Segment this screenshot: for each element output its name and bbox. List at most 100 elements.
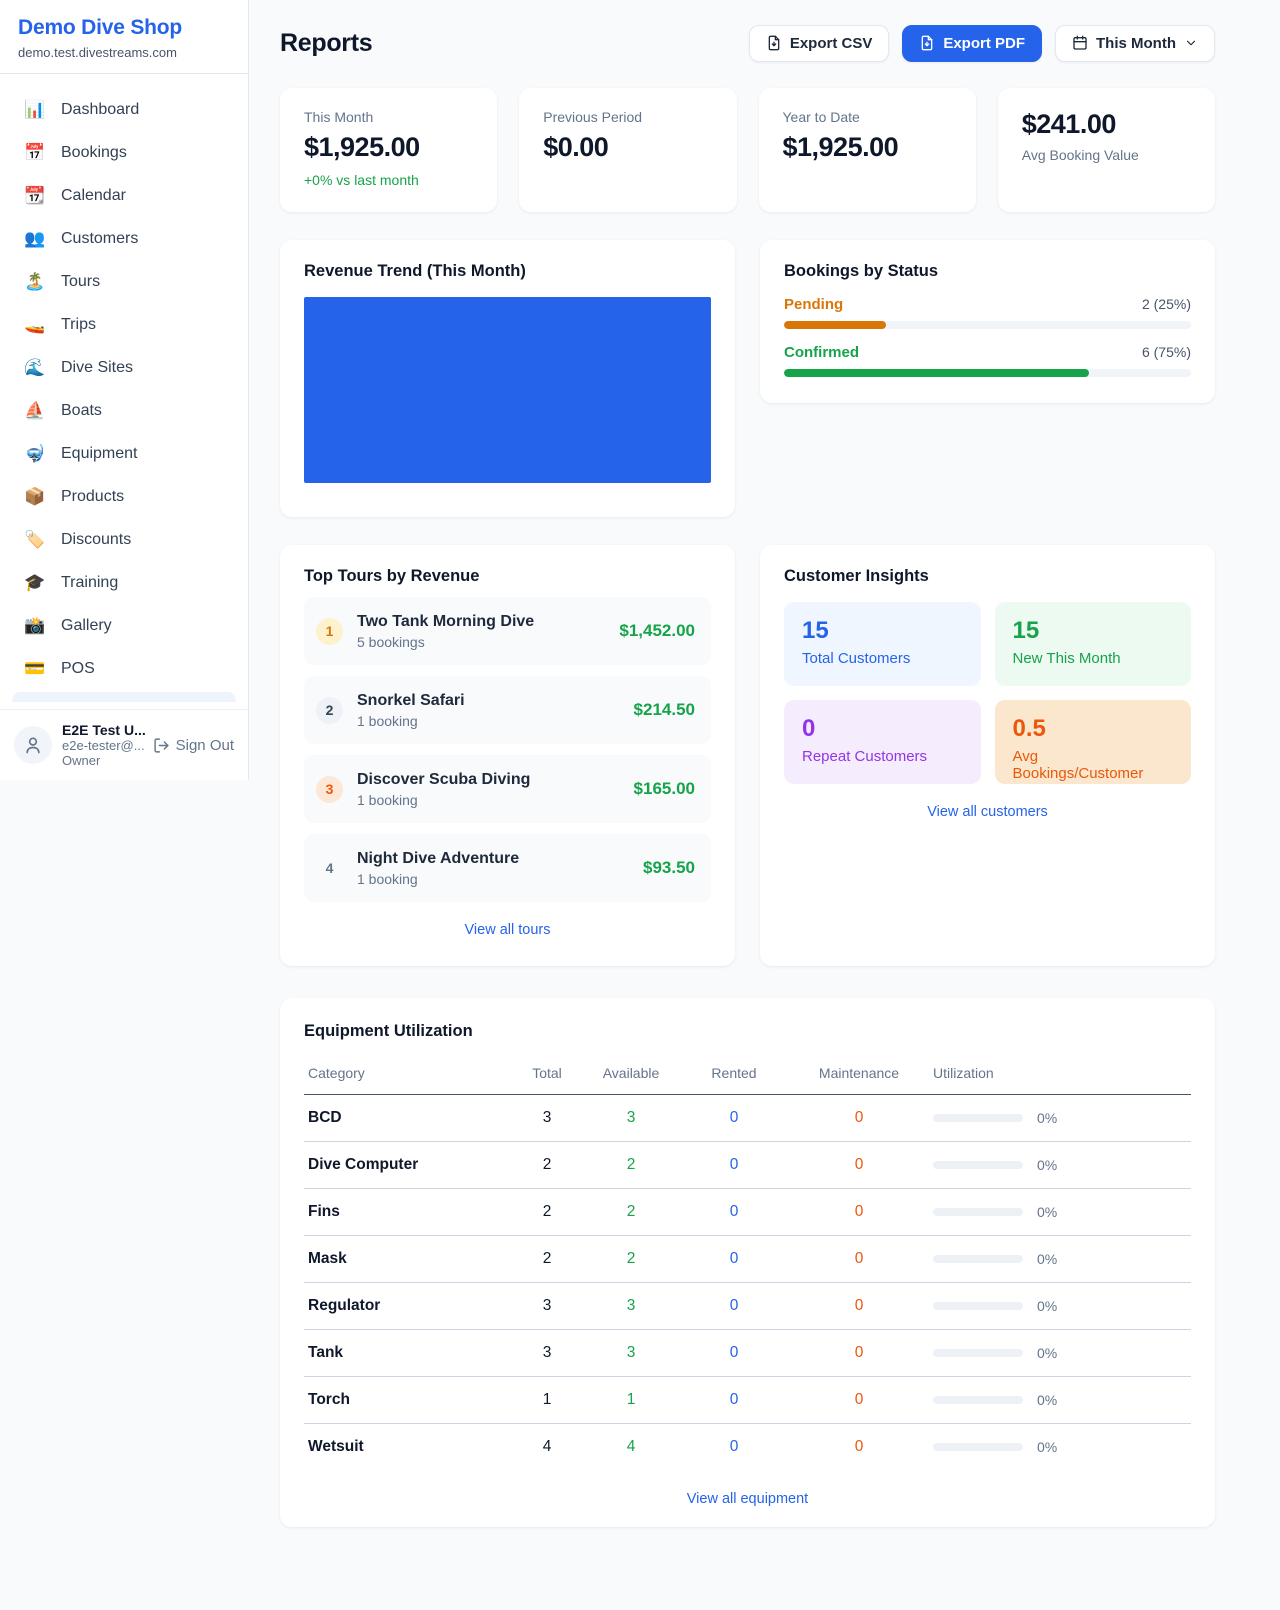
brand: Demo Dive Shop demo.test.divestreams.com [0,0,248,73]
cell-utilization: 0% [929,1282,1191,1330]
cell-utilization: 0% [929,1329,1191,1377]
insight-label: Avg Bookings/Customer [1012,748,1144,782]
cell-category: Fins [304,1188,511,1236]
brand-domain: demo.test.divestreams.com [18,45,177,60]
view-all-customers-link[interactable]: View all customers [927,804,1048,820]
cell-total: 2 [511,1235,583,1283]
sidebar-item-label: Dashboard [61,100,140,118]
status-row-pending: Pending 2 (25%) [784,296,1191,329]
cell-utilization: 0% [929,1141,1191,1189]
tour-list-item: 4 Night Dive Adventure 1 booking $93.50 [304,834,711,902]
stat-value: $241.00 [1021,109,1117,139]
user-role: Owner [62,753,101,768]
stat-value: $0.00 [543,132,609,162]
sidebar-item-dive-sites[interactable]: 🌊 Dive Sites [12,346,236,389]
export-pdf-button[interactable]: Export PDF [902,24,1043,62]
sidebar-item-discounts[interactable]: 🏷️ Discounts [12,518,236,561]
customers-icon: 👥 [24,228,46,248]
period-select[interactable]: This Month [1055,24,1215,62]
sidebar-item-label: POS [61,659,95,677]
tour-bookings: 1 booking [357,870,418,887]
trips-icon: 🚤 [24,314,46,334]
insight-total-customers: 15 Total Customers [784,602,981,686]
utilization-bar [933,1255,1023,1263]
cell-category: Torch [304,1376,511,1424]
rank-badge: 3 [316,775,343,803]
sidebar-item-reports-partial[interactable] [12,692,236,702]
sidebar-item-label: Trips [61,315,96,333]
cell-category: Tank [304,1329,511,1377]
cell-maintenance: 0 [789,1376,929,1424]
sidebar: Demo Dive Shop demo.test.divestreams.com… [0,0,249,780]
status-bar-fill [784,369,1090,377]
revenue-trend-chart [304,297,711,483]
insights-row: Top Tours by Revenue 1 Two Tank Morning … [280,545,1215,966]
sidebar-item-tours[interactable]: 🏝️ Tours [12,260,236,303]
status-row-confirmed: Confirmed 6 (75%) [784,344,1191,377]
utilization-percent: 0% [1037,1298,1058,1314]
dive-sites-icon: 🌊 [24,357,46,377]
export-csv-button[interactable]: Export CSV [748,24,890,62]
table-row: BCD 3 3 0 0 0% [304,1094,1191,1142]
chevron-down-icon [1186,40,1196,46]
insight-value: 15 [802,617,829,644]
view-all-equipment-link[interactable]: View all equipment [686,1490,809,1507]
cell-maintenance: 0 [789,1141,929,1189]
stat-card-previous-period: Previous Period $0.00 [519,88,737,212]
table-header-row: Category Total Available Rented Maintena… [304,1059,1191,1095]
table-row: Regulator 3 3 0 0 0% [304,1282,1191,1330]
column-header-category: Category [304,1059,511,1095]
cell-total: 3 [511,1282,583,1330]
tour-list-item: 3 Discover Scuba Diving 1 booking $165.00 [304,755,711,823]
sidebar-item-label: Training [61,573,119,591]
sidebar-item-dashboard[interactable]: 📊 Dashboard [12,88,236,131]
file-download-icon [921,35,933,51]
tour-bookings: 1 booking [357,712,418,729]
revenue-trend-title: Revenue Trend (This Month) [304,262,526,280]
sidebar-item-calendar[interactable]: 📆 Calendar [12,174,236,217]
cell-rented: 0 [679,1188,789,1236]
user-name: E2E Test U... [62,722,146,738]
cell-available: 3 [583,1282,679,1330]
table-row: Fins 2 2 0 0 0% [304,1188,1191,1236]
training-icon: 🎓 [24,572,46,592]
utilization-percent: 0% [1037,1110,1058,1126]
sidebar-item-label: Dive Sites [61,358,134,376]
sidebar-item-boats[interactable]: ⛵ Boats [12,389,236,432]
tours-icon: 🏝️ [24,271,46,291]
sidebar-item-label: Calendar [61,186,126,204]
sidebar-item-customers[interactable]: 👥 Customers [12,217,236,260]
sidebar-item-bookings[interactable]: 📅 Bookings [12,131,236,174]
cell-available: 3 [583,1094,679,1142]
sidebar-item-trips[interactable]: 🚤 Trips [12,303,236,346]
equipment-icon: 🤿 [24,443,46,463]
sidebar-item-label: Boats [61,401,102,419]
cell-total: 2 [511,1141,583,1189]
sidebar-item-label: Tours [61,272,101,290]
sign-out-button[interactable]: Sign Out [153,737,234,754]
sidebar-item-equipment[interactable]: 🤿 Equipment [12,432,236,475]
sidebar-user-footer: E2E Test U... e2e-tester@... Owner Sign … [0,709,248,780]
tour-list-item: 1 Two Tank Morning Dive 5 bookings $1,452… [304,597,711,665]
column-header-maintenance: Maintenance [789,1059,929,1095]
stat-value: $1,925.00 [782,132,899,162]
cell-rented: 0 [679,1282,789,1330]
utilization-bar [933,1349,1023,1357]
column-header-available: Available [583,1059,679,1095]
bookings-by-status-title: Bookings by Status [784,262,939,280]
sidebar-item-products[interactable]: 📦 Products [12,475,236,518]
sidebar-item-training[interactable]: 🎓 Training [12,561,236,604]
insight-grid: 15 Total Customers 15 New This Month 0 R… [784,602,1191,784]
view-all-tours-link[interactable]: View all tours [464,922,551,938]
sidebar-item-pos[interactable]: 💳 POS [12,647,236,690]
sidebar-item-label: Bookings [61,143,127,161]
insight-avg-bookings: 0.5 Avg Bookings/Customer [994,700,1191,784]
stat-label: This Month [304,109,374,125]
sidebar-item-gallery[interactable]: 📸 Gallery [12,604,236,647]
table-row: Mask 2 2 0 0 0% [304,1235,1191,1283]
tour-amount: $93.50 [643,858,695,877]
tour-amount: $1,452.00 [619,621,695,640]
stat-label: Avg Booking Value [1021,147,1139,163]
cell-rented: 0 [679,1376,789,1424]
cell-category: Mask [304,1235,511,1283]
